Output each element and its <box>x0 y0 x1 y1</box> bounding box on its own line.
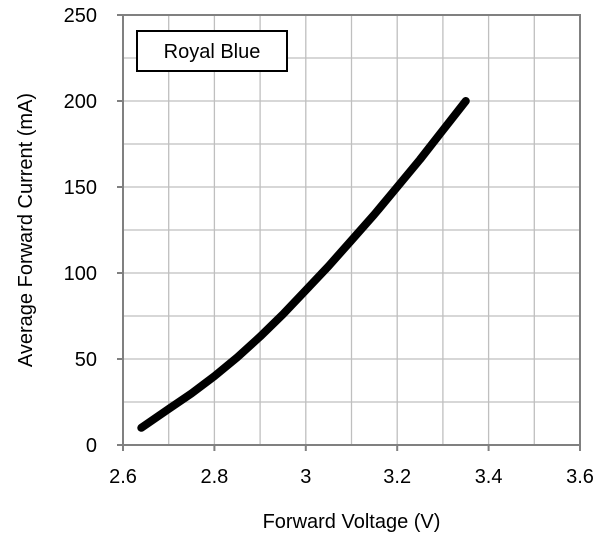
y-tick-label: 200 <box>64 91 97 113</box>
legend-label: Royal Blue <box>164 41 261 63</box>
x-tick-label: 2.6 <box>109 466 137 488</box>
x-tick-label: 3 <box>300 466 311 488</box>
series-layer <box>137 97 470 432</box>
x-tick-label: 3.4 <box>475 466 503 488</box>
x-tick-label: 3.2 <box>383 466 411 488</box>
y-tick-label: 100 <box>64 263 97 285</box>
legend-box <box>136 30 288 72</box>
x-tick-label: 2.8 <box>200 466 228 488</box>
plot-frame <box>122 14 581 446</box>
series-line <box>137 97 470 432</box>
x-axis-title: Forward Voltage (V) <box>263 511 441 533</box>
y-tick-label: 250 <box>64 5 97 27</box>
y-axis-title: Average Forward Current (mA) <box>15 93 37 367</box>
y-tick-label: 150 <box>64 177 97 199</box>
legend: Royal Blue <box>136 30 288 72</box>
y-tick-labels: 0 50 100 150 200 250 <box>64 5 123 457</box>
y-tick-label: 50 <box>75 349 97 371</box>
grid-lines <box>122 14 581 446</box>
y-tick-label: 0 <box>86 435 97 457</box>
x-tick-labels: 2.6 2.8 3 3.2 3.4 3.6 <box>109 445 594 488</box>
x-tick-label: 3.6 <box>566 466 594 488</box>
